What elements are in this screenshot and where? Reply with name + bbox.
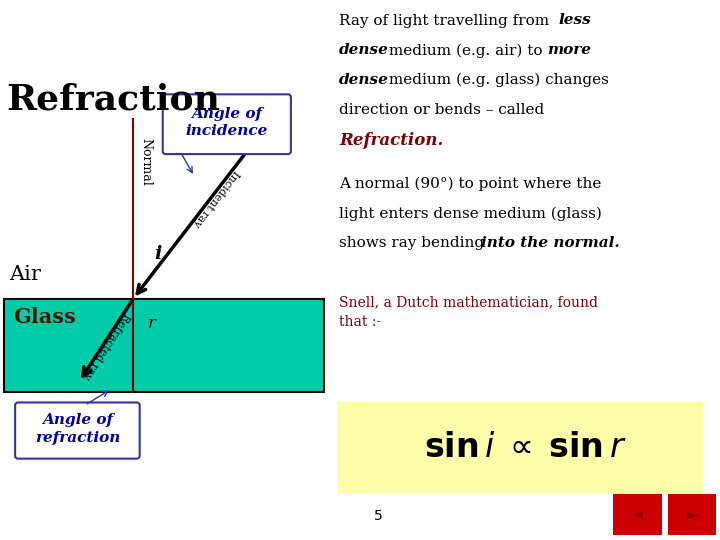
Text: Incident ray: Incident ray xyxy=(191,168,241,228)
Text: Refraction: Refraction xyxy=(6,83,220,117)
Text: i: i xyxy=(155,245,162,263)
Text: Refracted ray: Refracted ray xyxy=(81,310,132,381)
Text: more: more xyxy=(547,43,591,57)
FancyBboxPatch shape xyxy=(337,402,703,494)
Text: $\mathbf{sin}\,\mathit{i}\;\propto\;\mathbf{sin}\,\mathit{r}$: $\mathbf{sin}\,\mathit{i}\;\propto\;\mat… xyxy=(424,432,627,464)
Text: into the normal.: into the normal. xyxy=(481,237,619,250)
Text: Normal: Normal xyxy=(139,138,152,186)
Text: Air: Air xyxy=(9,265,40,285)
Text: medium (e.g. glass) changes: medium (e.g. glass) changes xyxy=(384,73,608,87)
Text: light enters dense medium (glass): light enters dense medium (glass) xyxy=(339,206,602,221)
Text: Angle of
refraction: Angle of refraction xyxy=(35,414,120,445)
Text: Angle of
incidence: Angle of incidence xyxy=(186,107,268,138)
Text: ◄: ◄ xyxy=(632,507,643,521)
FancyBboxPatch shape xyxy=(163,94,291,154)
Text: shows ray bending: shows ray bending xyxy=(339,237,489,250)
Text: 5: 5 xyxy=(374,509,382,523)
Text: r: r xyxy=(148,315,156,332)
FancyBboxPatch shape xyxy=(15,402,140,458)
Text: dense: dense xyxy=(339,43,389,57)
Text: less: less xyxy=(559,14,591,28)
Text: Refraction.: Refraction. xyxy=(339,132,444,149)
Text: Ray of light travelling from: Ray of light travelling from xyxy=(339,14,554,28)
Text: ►: ► xyxy=(686,507,697,521)
Text: dense: dense xyxy=(339,73,389,87)
FancyBboxPatch shape xyxy=(667,494,716,535)
Text: medium (e.g. air) to: medium (e.g. air) to xyxy=(384,43,547,58)
Bar xyxy=(4,299,324,393)
Text: A normal (90°) to point where the: A normal (90°) to point where the xyxy=(339,177,601,191)
Text: direction or bends – called: direction or bends – called xyxy=(339,103,544,117)
FancyBboxPatch shape xyxy=(613,494,662,535)
Text: Snell, a Dutch mathematician, found
that :-: Snell, a Dutch mathematician, found that… xyxy=(339,296,598,329)
Text: Glass: Glass xyxy=(13,307,76,327)
